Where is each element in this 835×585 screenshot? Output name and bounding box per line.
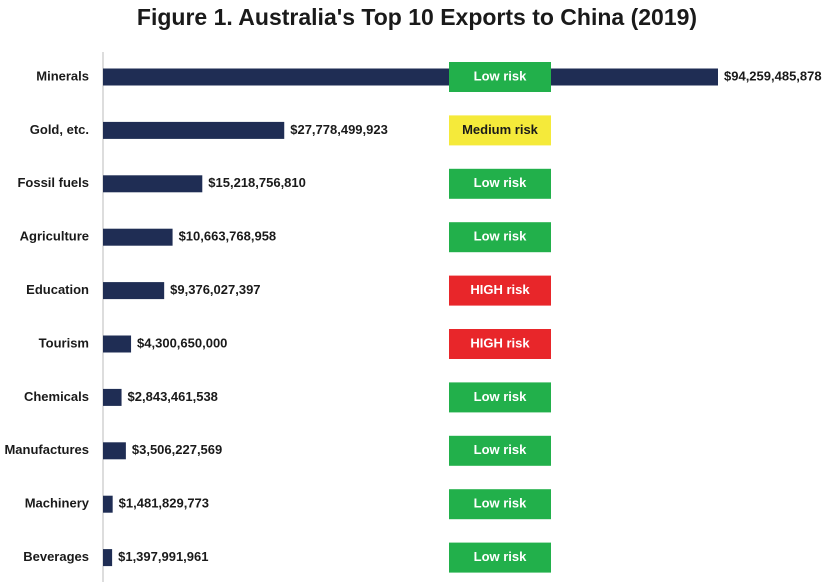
risk-label: Low risk <box>474 442 528 457</box>
risk-label: HIGH risk <box>470 335 530 350</box>
value-label: $10,663,768,958 <box>179 229 277 244</box>
value-label: $15,218,756,810 <box>208 175 306 190</box>
risk-label: Low risk <box>474 229 528 244</box>
value-label: $3,506,227,569 <box>132 442 222 457</box>
risk-badge <box>449 222 551 253</box>
y-tick-label: Machinery <box>25 496 90 511</box>
value-label: $27,778,499,923 <box>290 122 388 137</box>
risk-badge <box>449 168 551 199</box>
risk-label: HIGH risk <box>470 282 530 297</box>
bar <box>103 121 285 139</box>
risk-label: Low risk <box>474 496 528 511</box>
y-tick-label: Manufactures <box>4 442 89 457</box>
bar <box>103 388 122 406</box>
risk-label: Low risk <box>474 68 528 83</box>
value-label: $9,376,027,397 <box>170 282 260 297</box>
bar <box>103 68 718 86</box>
bar <box>103 175 203 193</box>
bar <box>103 442 126 460</box>
risk-badge <box>449 329 551 359</box>
bar <box>103 335 132 353</box>
bar <box>103 495 113 513</box>
y-tick-label: Gold, etc. <box>30 122 89 137</box>
value-label: $94,259,485,878 <box>724 68 822 83</box>
y-tick-label: Tourism <box>39 335 89 350</box>
y-tick-label: Chemicals <box>24 389 89 404</box>
value-label: $1,481,829,773 <box>119 496 209 511</box>
risk-badge <box>449 542 551 573</box>
risk-badge <box>449 275 551 306</box>
value-label: $4,300,650,000 <box>137 335 227 350</box>
risk-label: Low risk <box>474 389 528 404</box>
bar <box>103 228 173 246</box>
risk-label: Medium risk <box>462 122 539 137</box>
y-tick-label: Fossil fuels <box>17 175 89 190</box>
value-label: $1,397,991,961 <box>118 549 208 564</box>
risk-badge <box>449 489 551 520</box>
bar <box>103 282 165 300</box>
risk-badge <box>449 382 551 413</box>
y-tick-label: Education <box>26 282 89 297</box>
value-label: $2,843,461,538 <box>128 389 218 404</box>
risk-label: Low risk <box>474 175 528 190</box>
bar <box>103 549 113 567</box>
risk-badge <box>449 62 551 92</box>
y-tick-label: Beverages <box>23 549 89 564</box>
y-tick-label: Minerals <box>36 68 89 83</box>
risk-badge <box>449 115 551 146</box>
y-tick-label: Agriculture <box>20 229 89 244</box>
chart-title: Figure 1. Australia's Top 10 Exports to … <box>137 4 697 30</box>
risk-badge <box>449 435 551 466</box>
risk-label: Low risk <box>474 549 528 564</box>
